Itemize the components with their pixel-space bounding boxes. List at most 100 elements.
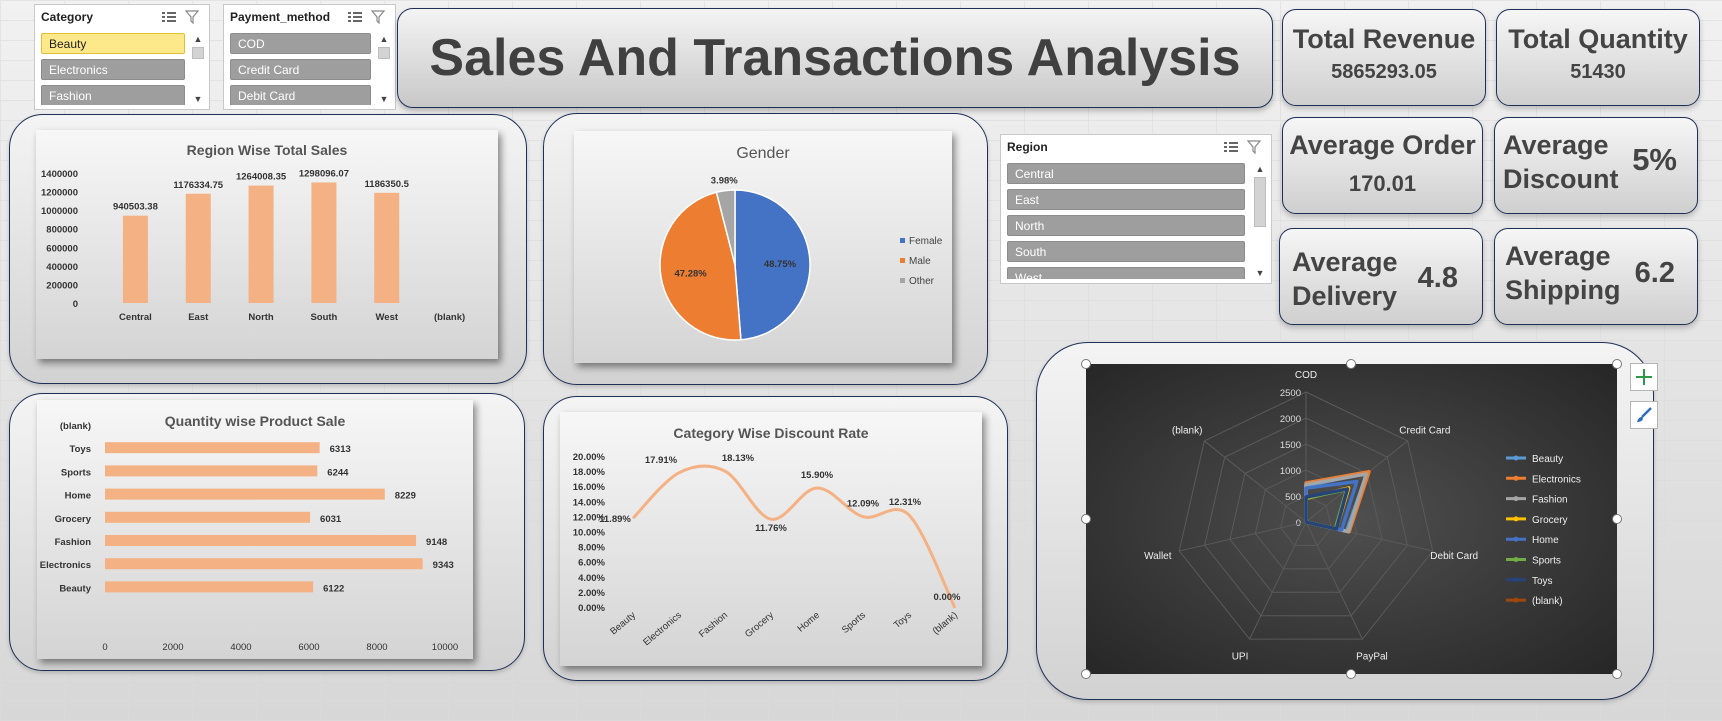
slicer-item-electronics[interactable]: Electronics	[41, 59, 185, 80]
slicer-item-east[interactable]: East	[1007, 189, 1245, 210]
clear-filter-icon[interactable]	[1245, 139, 1265, 155]
resize-handle[interactable]	[1081, 359, 1091, 369]
kpi-average-order[interactable]: Average Order 170.01	[1282, 117, 1483, 214]
slicer-item-debit-card[interactable]: Debit Card	[230, 85, 371, 105]
slicer-item-north[interactable]: North	[1007, 215, 1245, 236]
resize-handle[interactable]	[1346, 359, 1356, 369]
legend-label: Electronics	[1532, 474, 1581, 485]
r-tick-label: 500	[1285, 492, 1301, 503]
resize-handle[interactable]	[1612, 669, 1622, 679]
kpi-average-discount[interactable]: Average Discount 5%	[1494, 117, 1698, 214]
slicer-item-credit-card[interactable]: Credit Card	[230, 59, 371, 80]
radar-axis-label: Debit Card	[1430, 551, 1478, 562]
y-tick-label: 0	[73, 299, 78, 310]
quantity-chart[interactable]: Quantity wise Product Sale (blank) Toys 63…	[37, 400, 473, 659]
bar	[374, 192, 400, 303]
clear-filter-icon[interactable]	[183, 9, 203, 25]
bar	[105, 535, 417, 546]
legend-label: Grocery	[1532, 515, 1568, 526]
region-slicer-title: Region	[1007, 140, 1048, 154]
scroll-thumb[interactable]	[1254, 177, 1266, 227]
x-tick-label: 6000	[298, 642, 319, 653]
scroll-up-icon[interactable]: ▲	[1255, 164, 1265, 174]
y-tick-label: 0.00%	[578, 603, 605, 614]
data-label: 6031	[320, 514, 342, 525]
resize-handle[interactable]	[1612, 514, 1622, 524]
payment-radar-chart[interactable]: 05001000150020002500CODCredit CardDebit …	[1086, 364, 1617, 674]
data-label: 17.91%	[645, 455, 678, 466]
kpi-average-delivery[interactable]: Average Delivery 4.8	[1279, 228, 1483, 325]
y-tick-label: 1000000	[41, 206, 78, 217]
kpi-value: 51430	[1570, 61, 1626, 83]
x-tick-label: North	[248, 312, 274, 323]
y-tick-label: 4.00%	[578, 573, 605, 584]
scroll-down-icon[interactable]: ▼	[193, 94, 203, 104]
scroll-thumb[interactable]	[192, 47, 204, 59]
legend-marker	[1513, 597, 1519, 603]
y-tick-label: 12.00%	[573, 512, 606, 523]
multi-select-icon[interactable]	[345, 9, 365, 25]
chart-elements-button[interactable]	[1630, 363, 1658, 391]
legend-label: (blank)	[1532, 596, 1563, 607]
kpi-label-line2: Delivery	[1292, 281, 1398, 311]
slicer-item-central[interactable]: Central	[1007, 163, 1245, 184]
category-slicer-scrollbar[interactable]: ▲ ▼	[191, 33, 205, 105]
kpi-value: 4.8	[1417, 262, 1458, 294]
kpi-total-revenue[interactable]: Total Revenue 5865293.05	[1282, 9, 1486, 106]
x-tick-label: (blank)	[931, 610, 960, 637]
data-label: 940503.38	[113, 202, 158, 213]
x-tick-label: Grocery	[743, 610, 776, 640]
region-slicer[interactable]: Region Central East North South West ▲ ▼	[1000, 134, 1272, 284]
region-sales-chart[interactable]: Region Wise Total Sales 0 200000 400000 600…	[36, 130, 498, 359]
slicer-item-fashion[interactable]: Fashion	[41, 85, 185, 105]
data-label: 12.31%	[889, 497, 922, 508]
radar-axis-label: Credit Card	[1399, 426, 1450, 437]
x-tick-label: 4000	[230, 642, 251, 653]
bar	[122, 215, 148, 303]
gender-chart[interactable]: Gender 48.75% Female 47.28% Male 3.98% Other	[574, 131, 952, 363]
region-slicer-scrollbar[interactable]: ▲ ▼	[1253, 163, 1267, 279]
legend-swatch	[900, 278, 905, 283]
slicer-item-south[interactable]: South	[1007, 241, 1245, 262]
slicer-item-beauty[interactable]: Beauty	[41, 33, 185, 54]
legend-label: Sports	[1532, 556, 1561, 567]
bar	[105, 511, 311, 523]
radar-gridline	[1254, 469, 1358, 570]
resize-handle[interactable]	[1346, 669, 1356, 679]
data-label: 11.89%	[599, 514, 631, 525]
radar-svg: 05001000150020002500CODCredit CardDebit …	[1144, 370, 1581, 662]
scroll-thumb[interactable]	[378, 47, 390, 59]
category-slicer-items: Beauty Electronics Fashion	[41, 33, 185, 105]
radar-axis-label: (blank)	[1172, 426, 1203, 437]
clear-filter-icon[interactable]	[369, 9, 389, 25]
resize-handle[interactable]	[1081, 514, 1091, 524]
radar-gridline	[1204, 417, 1408, 617]
resize-handle[interactable]	[1612, 359, 1622, 369]
data-label: 0.00%	[934, 592, 961, 603]
r-tick-label: 1500	[1280, 440, 1301, 451]
radar-gridline	[1178, 391, 1434, 640]
multi-select-icon[interactable]	[1221, 139, 1241, 155]
legend-label: Toys	[1532, 576, 1553, 587]
pie-slice	[659, 191, 742, 341]
multi-select-icon[interactable]	[159, 9, 179, 25]
kpi-label-line2: Discount	[1503, 164, 1619, 194]
discount-chart[interactable]: Category Wise Discount Rate 0.00% 2.00% 4.…	[560, 412, 982, 666]
category-slicer[interactable]: Category Beauty Electronics Fashion ▲ ▼	[34, 4, 210, 110]
kpi-total-quantity[interactable]: Total Quantity 51430	[1496, 9, 1700, 106]
kpi-average-shipping[interactable]: Average Shipping 6.2	[1494, 228, 1698, 325]
payment-method-slicer[interactable]: Payment_method COD Credit Card Debit Car…	[223, 4, 396, 110]
slicer-item-cod[interactable]: COD	[230, 33, 371, 54]
slicer-item-west[interactable]: West	[1007, 267, 1245, 279]
scroll-down-icon[interactable]: ▼	[379, 94, 389, 104]
scroll-up-icon[interactable]: ▲	[379, 34, 389, 44]
scroll-down-icon[interactable]: ▼	[1255, 268, 1265, 278]
scroll-up-icon[interactable]: ▲	[193, 34, 203, 44]
discount-line	[631, 464, 957, 609]
payment-slicer-scrollbar[interactable]: ▲ ▼	[377, 33, 391, 105]
payment-slicer-items: COD Credit Card Debit Card	[230, 33, 371, 105]
bar	[311, 182, 337, 303]
chart-styles-button[interactable]	[1630, 401, 1658, 429]
resize-handle[interactable]	[1081, 669, 1091, 679]
chart-title: Gender	[736, 145, 790, 162]
